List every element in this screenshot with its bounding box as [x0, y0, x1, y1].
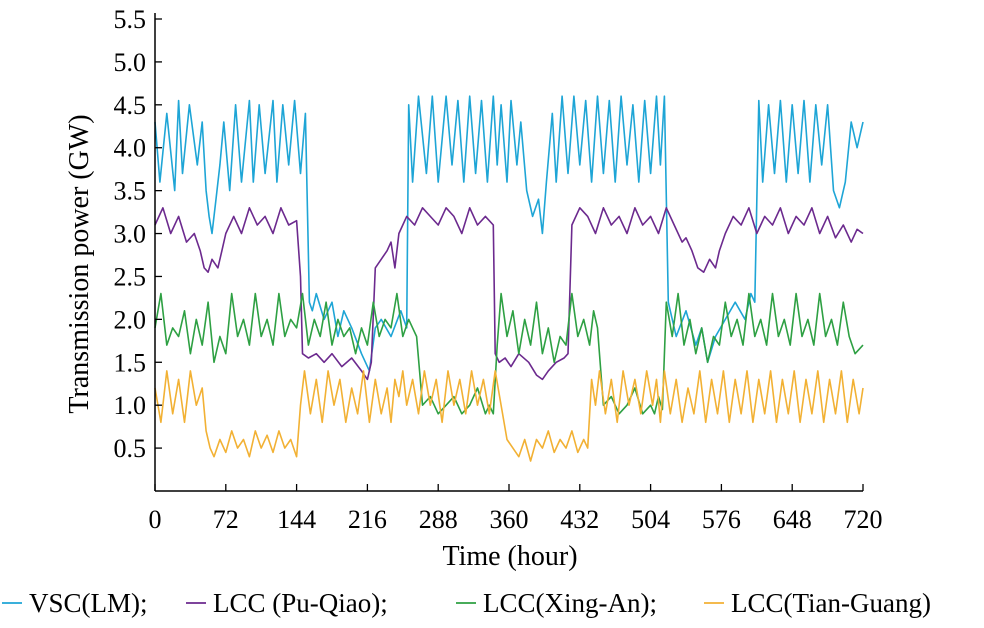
- y-tick-label: 5.0: [114, 48, 147, 77]
- y-tick-label: 4.0: [114, 134, 147, 163]
- y-tick-label: 1.5: [114, 348, 147, 377]
- axes: 0.5 1.0 1.5 2.0 2.5 3.0 3.5 4.0 4.5 5.0 5.5 0 72 144 2…: [114, 5, 883, 534]
- x-axis-title: Time (hour): [442, 541, 577, 572]
- y-tick-label: 3.5: [114, 177, 147, 206]
- x-tick-label: 432: [560, 505, 599, 534]
- y-tick-label: 2.5: [114, 262, 147, 291]
- legend: VSC(LM); LCC (Pu-Qiao); LCC(Xing-An); LCC(T…: [2, 588, 931, 618]
- x-tick-label: 360: [490, 505, 529, 534]
- legend-label-1: VSC(LM);: [29, 588, 148, 618]
- x-tick-label: 504: [631, 505, 670, 534]
- y-axis-title: Transmission power (GW): [64, 114, 95, 413]
- legend-label-3: LCC(Xing-An);: [483, 588, 657, 618]
- x-tick-label: 648: [773, 505, 812, 534]
- y-tick-label: 2.0: [114, 305, 147, 334]
- y-tick-label: 5.5: [114, 5, 147, 34]
- y-tick-label: 4.5: [114, 91, 147, 120]
- x-tick-label: 0: [149, 505, 162, 534]
- series-line-4: [154, 370, 864, 462]
- y-tick-label: 1.0: [114, 391, 147, 420]
- x-tick-label: 144: [277, 505, 316, 534]
- legend-label-2: LCC (Pu-Qiao);: [213, 588, 388, 618]
- x-tick-label: 216: [348, 505, 387, 534]
- x-tick-label: 720: [844, 505, 883, 534]
- x-tick-label: 288: [419, 505, 458, 534]
- x-tick-label: 72: [213, 505, 239, 534]
- y-tick-label: 0.5: [114, 434, 147, 463]
- y-tick-label: 3.0: [114, 220, 147, 249]
- series-line-3: [154, 292, 864, 415]
- series-line-2: [154, 207, 864, 381]
- legend-label-4: LCC(Tian-Guang): [731, 588, 931, 618]
- plot-lines: [154, 95, 864, 462]
- x-tick-label: 576: [702, 505, 741, 534]
